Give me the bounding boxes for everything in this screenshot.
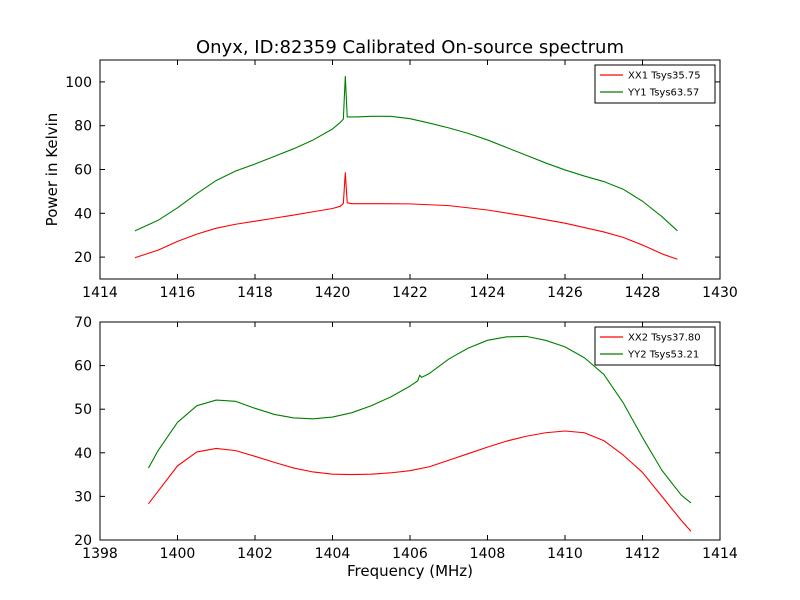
- legend-entry-label: XX1 Tsys35.75: [628, 71, 701, 82]
- x-tick-label: 1430: [702, 285, 738, 301]
- x-tick-label: 1412: [625, 546, 661, 562]
- x-tick-label: 1402: [237, 546, 273, 562]
- y-tick-label: 60: [74, 163, 92, 179]
- legend-box: [594, 64, 716, 104]
- x-tick-label: 1424: [470, 285, 506, 301]
- chart-title: Onyx, ID:82359 Calibrated On-source spec…: [196, 37, 624, 58]
- y-tick-label: 100: [65, 75, 92, 91]
- legend-entry-label: YY2 Tsys53.21: [627, 350, 699, 361]
- y-tick-label: 50: [74, 402, 92, 418]
- y-tick-label: 20: [74, 250, 92, 266]
- series-line-xx1: [134, 172, 678, 260]
- x-tick-label: 1400: [160, 546, 196, 562]
- y-tick-label: 60: [74, 359, 92, 375]
- legend: XX1 Tsys35.75 YY1 Tsys63.57: [594, 64, 716, 104]
- axes-frame: [99, 59, 721, 280]
- x-tick-label: 1428: [625, 285, 661, 301]
- x-tick-label: 1414: [82, 285, 118, 301]
- x-tick-label: 1406: [392, 546, 428, 562]
- x-tick-label: 1408: [470, 546, 506, 562]
- top-panel: 1414 1416 1418 1420 1422 1424 1426 1428 1430 20 40…: [43, 59, 738, 301]
- x-axis-label: Frequency (MHz): [347, 562, 473, 580]
- series-line-yy2: [147, 335, 692, 504]
- legend-box: [594, 326, 716, 366]
- x-tick-label: 1420: [315, 285, 351, 301]
- y-tick-label: 80: [74, 119, 92, 135]
- y-tick-label: 40: [74, 206, 92, 222]
- x-tick-label: 1418: [237, 285, 273, 301]
- x-tick-label: 1404: [315, 546, 351, 562]
- legend: XX2 Tsys37.80 YY2 Tsys53.21: [594, 326, 716, 366]
- x-tick-label: 1416: [160, 285, 196, 301]
- y-axis-label: Power in Kelvin: [43, 113, 61, 227]
- y-tick-label: 70: [74, 315, 92, 331]
- y-tick-label: 30: [74, 489, 92, 505]
- x-tick-label: 1398: [82, 546, 118, 562]
- axes-frame: [99, 321, 721, 541]
- legend-entry-label: XX2 Tsys37.80: [628, 333, 701, 344]
- x-tick-label: 1422: [392, 285, 428, 301]
- x-tick-label: 1414: [702, 546, 738, 562]
- bottom-panel: 1398 1400 1402 1404 1406 1408 1410 1412 1414 20 30…: [74, 315, 738, 580]
- x-tick-label: 1426: [547, 285, 583, 301]
- x-tick-label: 1410: [547, 546, 583, 562]
- series-line-xx2: [148, 430, 692, 532]
- y-tick-label: 20: [74, 533, 92, 549]
- y-tick-label: 40: [74, 446, 92, 462]
- series-line-yy1: [134, 75, 678, 232]
- legend-entry-label: YY1 Tsys63.57: [627, 88, 699, 99]
